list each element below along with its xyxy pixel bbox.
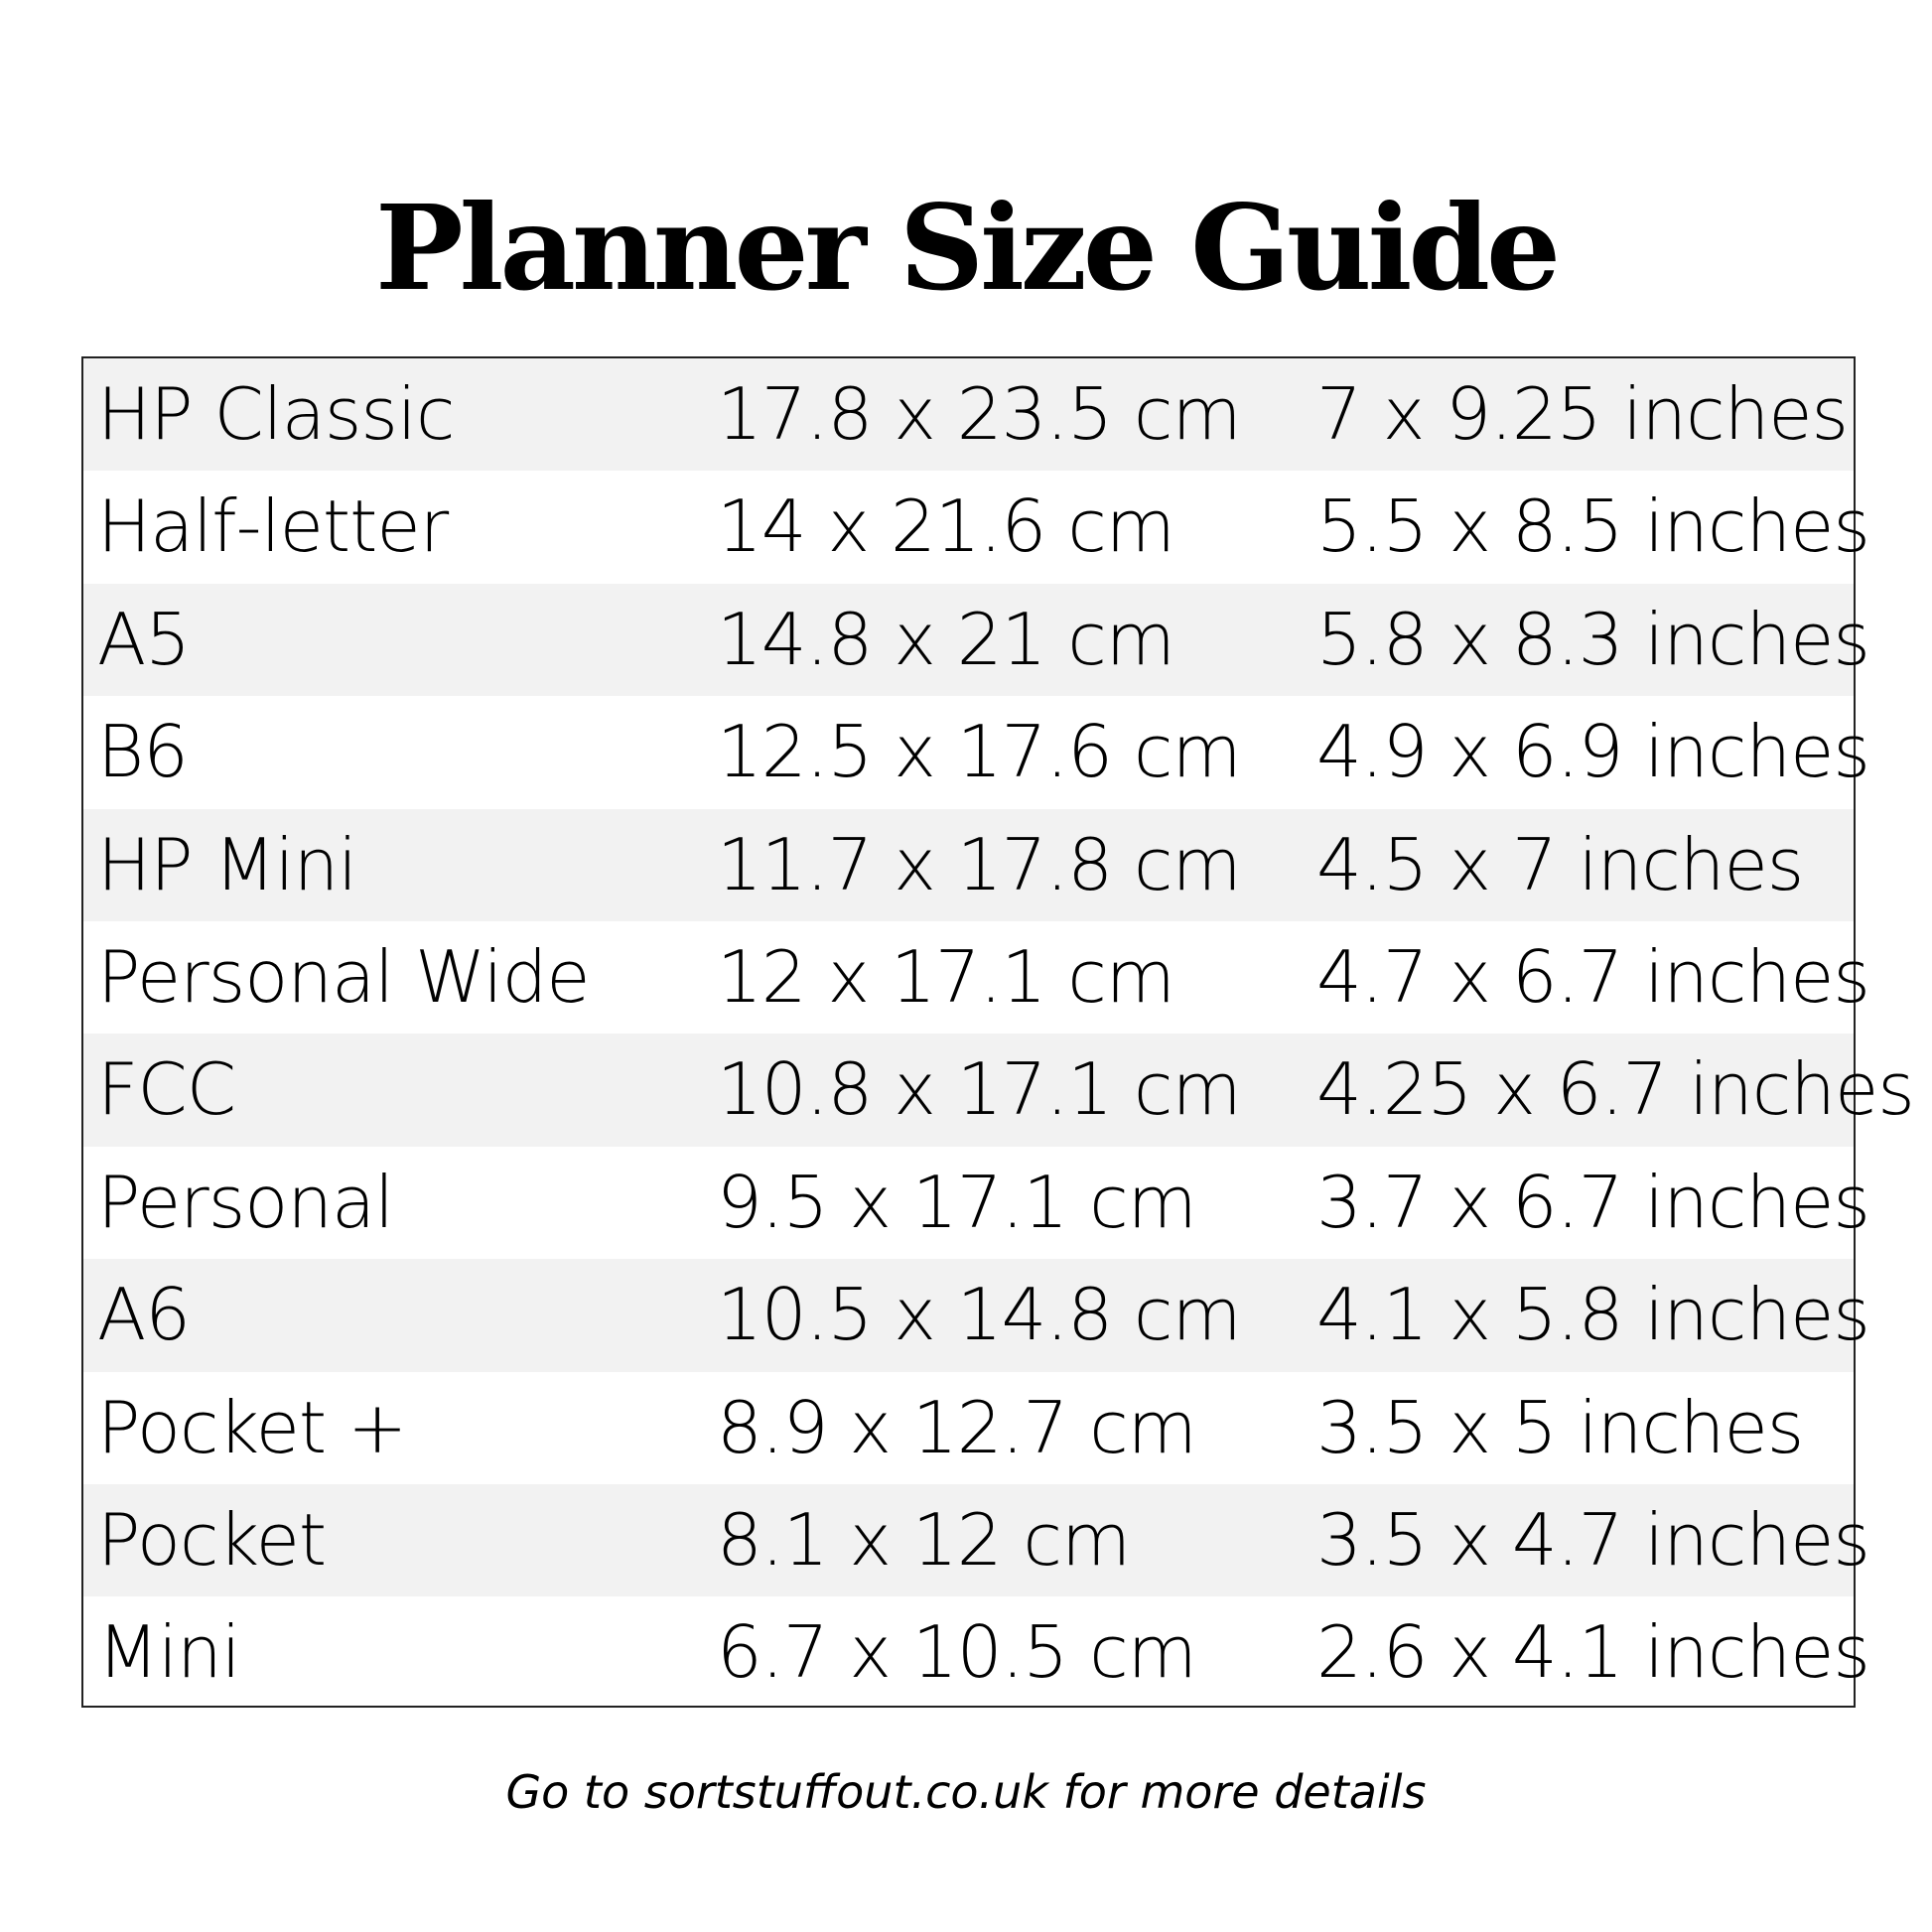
size-cm: 10.5 x 14.8 cm bbox=[717, 1273, 1242, 1357]
table-row: HP Classic 17.8 x 23.5 cm 7 x 9.25 inches bbox=[83, 358, 1854, 472]
size-name: HP Classic bbox=[97, 372, 455, 456]
size-name: Personal Wide bbox=[97, 934, 591, 1019]
table-row: B6 12.5 x 17.6 cm 4.9 x 6.9 inches bbox=[83, 696, 1870, 808]
size-cm: 8.1 x 12 cm bbox=[717, 1497, 1131, 1582]
size-inches: 5.8 x 8.3 inches bbox=[1316, 597, 1870, 681]
table-row: Personal Wide 12 x 17.1 cm 4.7 x 6.7 inche… bbox=[83, 921, 1870, 1034]
size-inches: 3.7 x 6.7 inches bbox=[1316, 1160, 1870, 1244]
size-name: HP Mini bbox=[97, 822, 357, 906]
size-inches: 4.25 x 6.7 inches bbox=[1316, 1047, 1915, 1132]
size-inches: 2.6 x 4.1 inches bbox=[1316, 1610, 1870, 1695]
table-row: Pocket + 8.9 x 12.7 cm 3.5 x 5 inches bbox=[83, 1372, 1854, 1484]
table-row: Personal 9.5 x 17.1 cm 3.7 x 6.7 inches bbox=[83, 1147, 1870, 1259]
size-name: FCC bbox=[97, 1047, 236, 1132]
size-cm: 14.8 x 21 cm bbox=[717, 597, 1175, 681]
size-cm: 14 x 21.6 cm bbox=[717, 484, 1175, 569]
page-title: Planner Size Guide bbox=[374, 179, 1561, 317]
size-cm: 12 x 17.1 cm bbox=[717, 934, 1175, 1019]
size-name: Pocket bbox=[97, 1497, 327, 1582]
size-cm: 9.5 x 17.1 cm bbox=[717, 1160, 1197, 1244]
size-name: Half-letter bbox=[97, 484, 449, 569]
table-row: HP Mini 11.7 x 17.8 cm 4.5 x 7 inches bbox=[83, 808, 1854, 921]
size-inches: 4.7 x 6.7 inches bbox=[1316, 934, 1870, 1019]
size-cm: 10.8 x 17.1 cm bbox=[717, 1047, 1242, 1132]
size-cm: 12.5 x 17.6 cm bbox=[717, 710, 1242, 794]
size-cm: 8.9 x 12.7 cm bbox=[717, 1385, 1197, 1469]
size-inches: 4.1 x 5.8 inches bbox=[1316, 1273, 1870, 1357]
size-name: A5 bbox=[97, 597, 191, 681]
size-inches: 3.5 x 5 inches bbox=[1316, 1385, 1804, 1469]
table-row: A5 14.8 x 21 cm 5.8 x 8.3 inches bbox=[83, 583, 1870, 697]
size-inches: 4.5 x 7 inches bbox=[1316, 822, 1804, 906]
size-cm: 11.7 x 17.8 cm bbox=[717, 822, 1242, 906]
size-cm: 6.7 x 10.5 cm bbox=[717, 1610, 1197, 1695]
size-table: HP Classic 17.8 x 23.5 cm 7 x 9.25 inches H… bbox=[81, 356, 1915, 1709]
size-inches: 4.9 x 6.9 inches bbox=[1316, 710, 1870, 794]
size-name: B6 bbox=[97, 710, 189, 794]
table-row: Half-letter 14 x 21.6 cm 5.5 x 8.5 inches bbox=[83, 471, 1870, 583]
size-name: A6 bbox=[97, 1273, 191, 1357]
size-inches: 3.5 x 4.7 inches bbox=[1316, 1497, 1870, 1582]
size-name: Pocket + bbox=[97, 1385, 407, 1469]
table-row: A6 10.5 x 14.8 cm 4.1 x 5.8 inches bbox=[83, 1259, 1870, 1372]
size-name: Mini bbox=[97, 1610, 241, 1695]
size-name: Personal bbox=[97, 1160, 394, 1244]
size-inches: 5.5 x 8.5 inches bbox=[1316, 484, 1870, 569]
footer-note: Go to sortstuffout.co.uk for more detail… bbox=[505, 1765, 1427, 1819]
size-inches: 7 x 9.25 inches bbox=[1316, 372, 1849, 456]
size-cm: 17.8 x 23.5 cm bbox=[717, 372, 1242, 456]
table-row: FCC 10.8 x 17.1 cm 4.25 x 6.7 inches bbox=[83, 1034, 1915, 1147]
table-row: Mini 6.7 x 10.5 cm 2.6 x 4.1 inches bbox=[83, 1596, 1870, 1709]
table-row: Pocket 8.1 x 12 cm 3.5 x 4.7 inches bbox=[83, 1483, 1870, 1597]
